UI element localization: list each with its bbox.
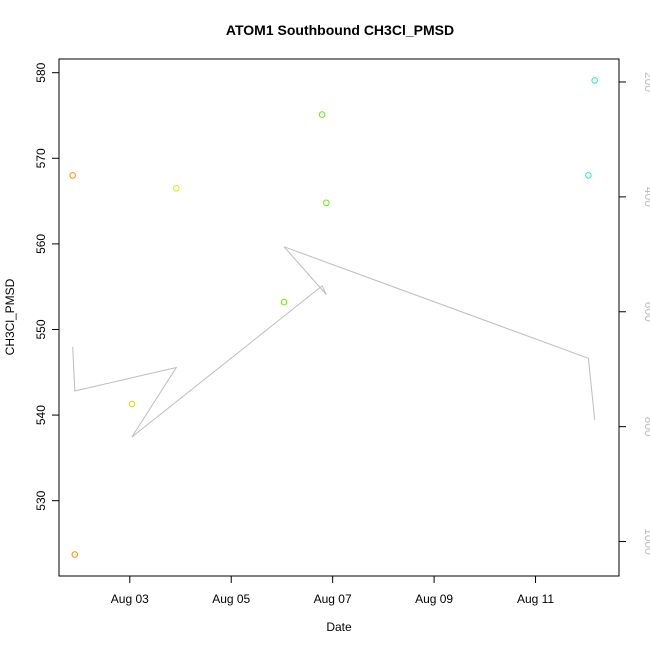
y2-tick-label-1: 200 (642, 72, 650, 92)
data-point-3 (128, 400, 136, 408)
data-point-6 (318, 111, 326, 118)
x-tick-label-2: Aug 05 (212, 592, 250, 606)
y2-tick-label-4: 800 (642, 417, 650, 437)
x-tick-label-1: Aug 03 (111, 592, 149, 606)
secondary-y-axis: 200 400 600 800 1000 (619, 72, 650, 555)
secondary-series-line (72, 246, 596, 438)
points-layer (69, 77, 599, 558)
secondary-line-layer (72, 246, 596, 438)
y-tick-label-6: 580 (34, 62, 48, 82)
x-tick-label-5: Aug 11 (517, 592, 554, 606)
y-tick-label-3: 550 (34, 319, 48, 339)
x-axis-label: Date (326, 620, 352, 634)
data-point-8 (585, 172, 592, 179)
x-axis: Aug 03 Aug 05 Aug 07 Aug 09 Aug 11 (111, 576, 554, 606)
chart-title: ATOM1 Southbound CH3Cl_PMSD (226, 22, 454, 38)
y-axis: 530 540 550 560 570 580 (34, 62, 59, 511)
x-tick-label-4: Aug 09 (415, 592, 453, 606)
y2-tick-label-3: 600 (642, 302, 650, 322)
plot-frame (58, 58, 620, 577)
y-axis-label: CH3Cl_PMSD (3, 278, 17, 355)
data-point-4 (173, 185, 180, 192)
data-point-1 (69, 172, 76, 179)
data-point-9 (591, 77, 599, 84)
data-point-5 (280, 298, 288, 306)
x-tick-label-3: Aug 07 (314, 592, 352, 606)
data-point-2 (71, 551, 79, 558)
y2-tick-label-5: 1000 (642, 528, 650, 555)
y-tick-label-5: 570 (34, 148, 48, 168)
y2-tick-label-2: 400 (642, 187, 650, 207)
data-point-7 (323, 199, 330, 207)
y-tick-label-2: 540 (34, 405, 48, 425)
y-tick-label-4: 560 (34, 234, 48, 254)
y-tick-label-1: 530 (34, 490, 48, 510)
